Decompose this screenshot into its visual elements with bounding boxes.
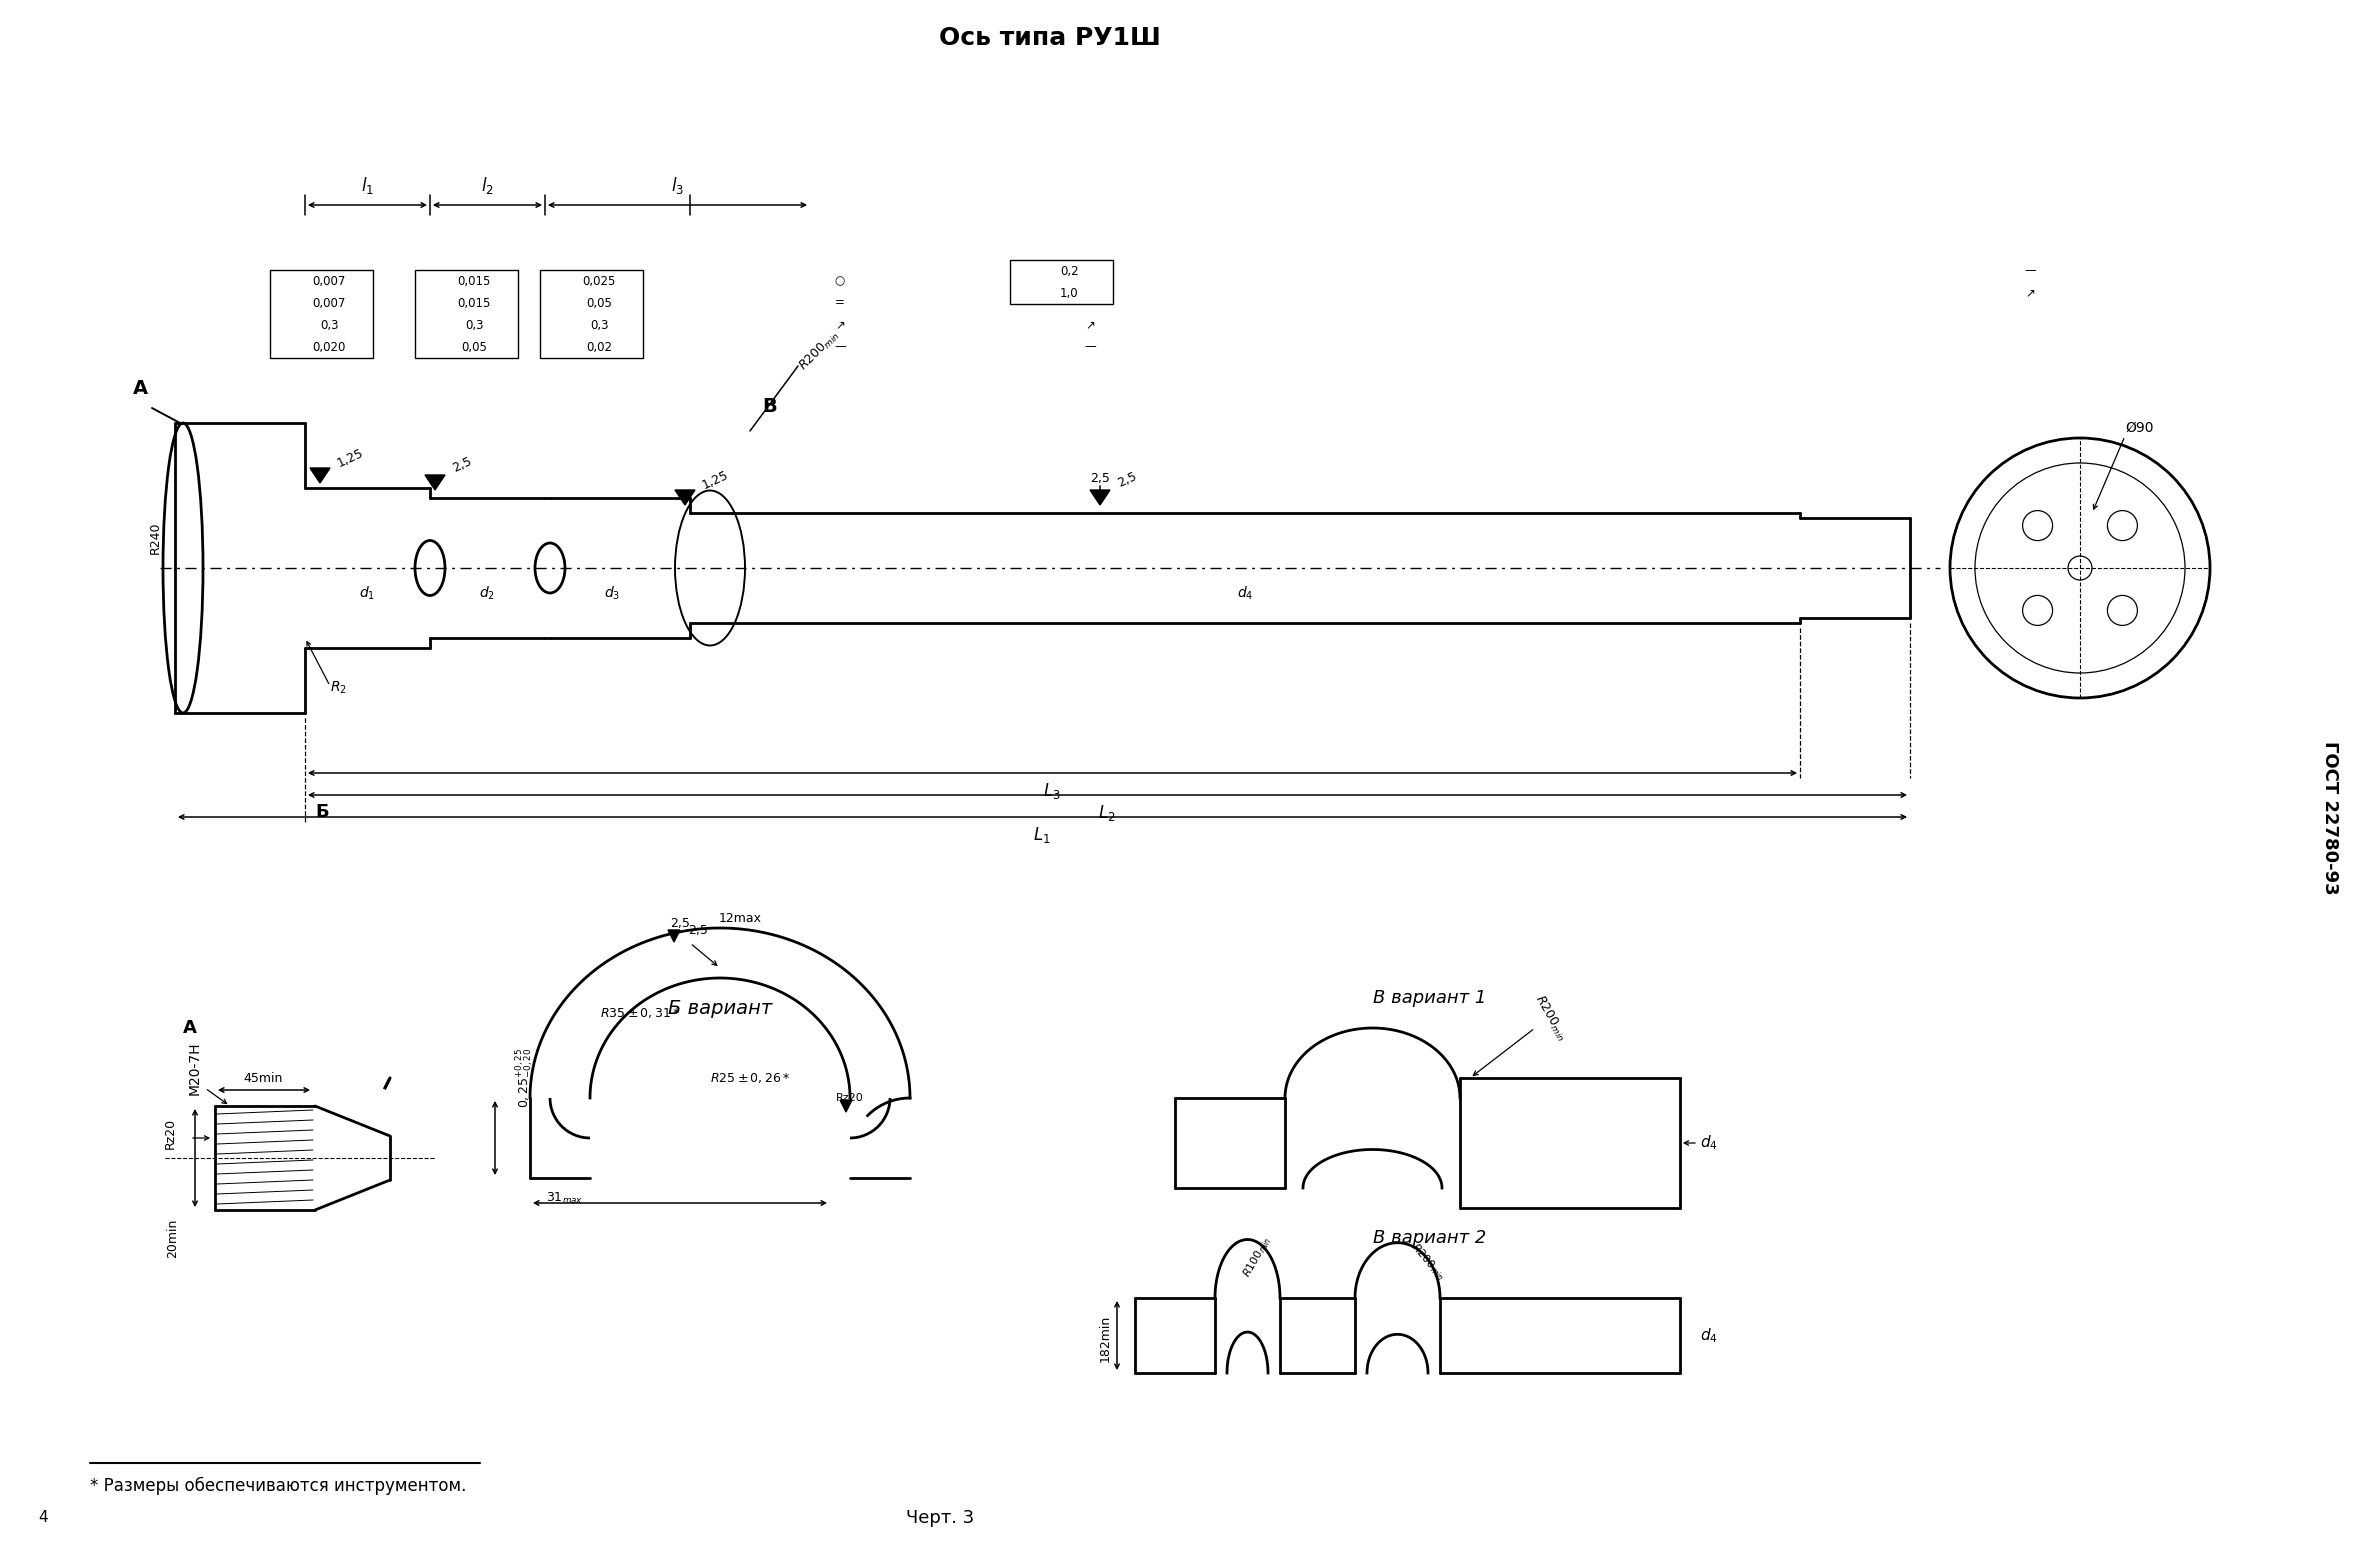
Text: A: A (183, 1019, 197, 1036)
Text: 2,5: 2,5 (1115, 470, 1139, 491)
Text: 1,25: 1,25 (700, 469, 731, 492)
Bar (415, 270, 517, 358)
Text: M20-7H: M20-7H (187, 1041, 202, 1094)
Text: 0,05: 0,05 (460, 340, 486, 353)
Polygon shape (1089, 491, 1111, 505)
Text: =: = (1084, 296, 1094, 309)
Text: $R_2$: $R_2$ (330, 681, 346, 696)
Text: $R200_{min}$: $R200_{min}$ (1407, 1240, 1448, 1284)
Bar (271, 270, 373, 358)
Text: * Размеры обеспечиваются инструментом.: * Размеры обеспечиваются инструментом. (90, 1477, 467, 1496)
Text: 4: 4 (38, 1510, 47, 1526)
Text: $R200_{min}$: $R200_{min}$ (797, 328, 842, 375)
Text: ↗: ↗ (1084, 318, 1094, 331)
Text: =: = (546, 296, 555, 309)
Text: 0,020: 0,020 (313, 340, 346, 353)
Text: 1,25: 1,25 (335, 447, 365, 470)
Text: Rz20: Rz20 (835, 1093, 864, 1102)
Text: $l_3$: $l_3$ (672, 174, 683, 196)
Text: Ø90: Ø90 (2126, 420, 2155, 434)
Text: $L_2$: $L_2$ (1099, 803, 1115, 823)
Text: —: — (2024, 265, 2036, 278)
Text: $d_4$: $d_4$ (1699, 1327, 1718, 1345)
Text: 0,05: 0,05 (586, 296, 612, 309)
Text: —: — (543, 340, 555, 353)
Text: 1,0: 1,0 (1061, 287, 1077, 299)
Text: 2,5: 2,5 (688, 924, 707, 936)
Text: ○: ○ (835, 274, 845, 287)
Text: =: = (835, 296, 845, 309)
Text: $l_1$: $l_1$ (361, 174, 375, 196)
Text: A: A (133, 378, 147, 398)
Text: 0,3: 0,3 (591, 318, 607, 331)
Text: 0,3: 0,3 (320, 318, 339, 331)
Polygon shape (669, 930, 681, 942)
Text: 0,025: 0,025 (581, 274, 617, 287)
Text: 0,2: 0,2 (1061, 265, 1077, 278)
Text: 45min: 45min (244, 1071, 282, 1085)
Text: $d_1$: $d_1$ (358, 585, 375, 602)
Text: ○: ○ (546, 274, 555, 287)
Text: Ось типа РУ1Ш: Ось типа РУ1Ш (940, 27, 1160, 50)
Text: B: B (762, 397, 778, 416)
Text: 182min: 182min (1099, 1314, 1111, 1361)
Polygon shape (311, 467, 330, 483)
Text: 0,015: 0,015 (458, 274, 491, 287)
Text: 0,3: 0,3 (465, 318, 484, 331)
Text: 12max: 12max (719, 911, 762, 925)
Polygon shape (840, 1101, 852, 1112)
Text: ГОСТ 22780-93: ГОСТ 22780-93 (2321, 742, 2340, 895)
Polygon shape (674, 491, 695, 505)
Text: 0,02: 0,02 (586, 340, 612, 353)
Text: В вариант 2: В вариант 2 (1374, 1229, 1488, 1247)
Text: 2,5: 2,5 (669, 917, 691, 930)
Text: 2,5: 2,5 (1089, 472, 1111, 485)
Text: $L_3$: $L_3$ (1044, 781, 1061, 801)
Text: $R100_{min}$: $R100_{min}$ (1241, 1234, 1274, 1279)
Text: 0,007: 0,007 (313, 274, 346, 287)
Polygon shape (425, 475, 446, 491)
Text: 0,007: 0,007 (313, 296, 346, 309)
Text: $l_2$: $l_2$ (482, 174, 494, 196)
Text: $d_3$: $d_3$ (603, 585, 619, 602)
Text: —: — (833, 340, 845, 353)
Text: $R200_{min}$: $R200_{min}$ (1531, 993, 1569, 1044)
Text: $d_4$: $d_4$ (1699, 1134, 1718, 1152)
Text: ↗: ↗ (546, 318, 555, 331)
Bar (1011, 260, 1113, 304)
Text: $R35\pm0,31*$: $R35\pm0,31*$ (600, 1007, 681, 1021)
Text: $L_1$: $L_1$ (1032, 825, 1051, 845)
Text: Б: Б (316, 803, 327, 822)
Text: 2,5: 2,5 (451, 455, 475, 475)
Text: 20min: 20min (166, 1218, 180, 1258)
Text: ↗: ↗ (2024, 287, 2034, 299)
Text: $d_4$: $d_4$ (1236, 585, 1253, 602)
Text: ○: ○ (1084, 274, 1094, 287)
Text: $R25\pm0,26*$: $R25\pm0,26*$ (710, 1071, 790, 1085)
Text: —: — (1084, 340, 1096, 353)
Text: Черт. 3: Черт. 3 (906, 1508, 975, 1527)
Bar (541, 270, 643, 358)
Text: $0,25^{+0,25}_{-0,20}$: $0,25^{+0,25}_{-0,20}$ (515, 1047, 536, 1109)
Text: ↗: ↗ (835, 318, 845, 331)
Text: Rz20: Rz20 (164, 1118, 176, 1149)
Text: Б вариант: Б вариант (667, 999, 771, 1018)
Text: 0,015: 0,015 (458, 296, 491, 309)
Text: В вариант 1: В вариант 1 (1374, 989, 1488, 1007)
Text: R240: R240 (149, 522, 161, 554)
Text: $d_2$: $d_2$ (479, 585, 496, 602)
Text: $31_{max}$: $31_{max}$ (546, 1190, 584, 1206)
